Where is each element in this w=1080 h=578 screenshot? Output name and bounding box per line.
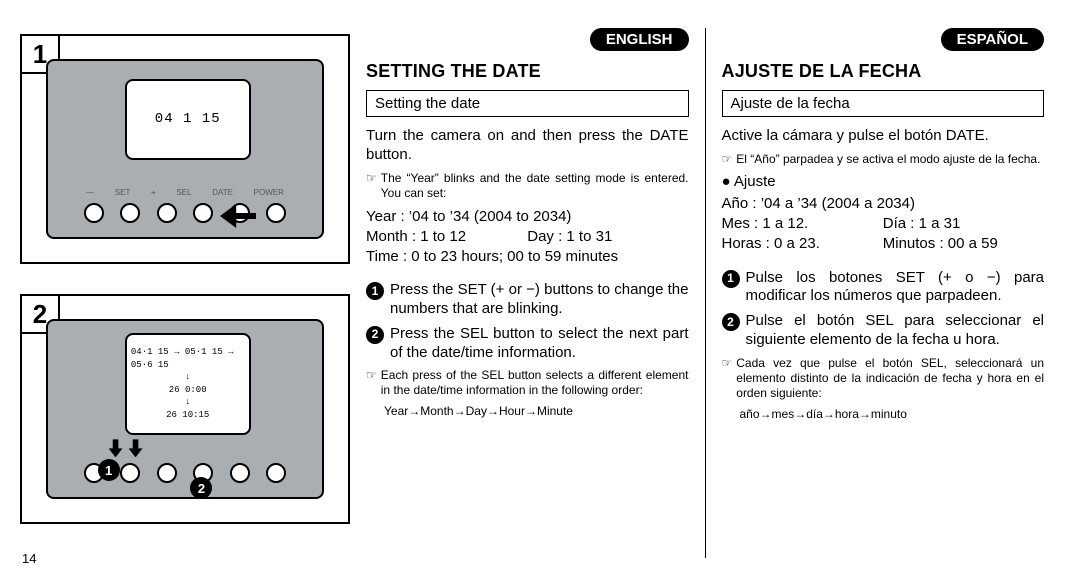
section-title: SETTING THE DATE: [366, 61, 689, 82]
step-2: 2 Pulse el botón SEL para seleccionar el…: [722, 312, 1045, 350]
note-body: Each press of the SEL button selects a d…: [381, 368, 689, 398]
note-mark-icon: ☞: [366, 368, 377, 398]
camera-button: [193, 203, 213, 223]
btn-label: —: [86, 188, 94, 197]
subtitle-box: Setting the date: [366, 90, 689, 117]
btn-label: POWER: [254, 188, 284, 197]
lcd-line: ↓: [185, 371, 190, 384]
subtitle-box: Ajuste de la fecha: [722, 90, 1045, 117]
note-text: ☞ Each press of the SEL button selects a…: [366, 368, 689, 398]
camera-button: [120, 463, 140, 483]
diagram-column: 1 04 1 15 — SET + SEL DATE POWER: [20, 28, 350, 558]
lcd-line: 26 0:00: [169, 384, 207, 397]
range-day: Day : 1 to 31: [527, 227, 688, 247]
step-2: 2 Press the SEL button to select the nex…: [366, 325, 689, 363]
step-1: 1 Pulse los botones SET (+ o −) para mod…: [722, 269, 1045, 307]
range-month: Month : 1 to 12: [366, 227, 527, 247]
camera-button: [120, 203, 140, 223]
note-body: Cada vez que pulse el botón SEL, selecci…: [736, 356, 1044, 401]
camera-back-illustration: 04 1 15 — SET + SEL DATE POWER: [46, 59, 323, 240]
diagram-panel-1: 1 04 1 15 — SET + SEL DATE POWER: [20, 34, 350, 264]
range-day: Día : 1 a 31: [883, 214, 1044, 234]
note-mark-icon: ☞: [722, 152, 733, 167]
section-title: AJUSTE DE LA FECHA: [722, 61, 1045, 82]
note-text: ☞ El “Año” parpadea y se activa el modo …: [722, 152, 1045, 167]
range-year: Año : ’04 a ’34 (2004 a 2034): [722, 194, 1045, 214]
note-body: The “Year” blinks and the date setting m…: [381, 171, 689, 201]
note-text: ☞ The “Year” blinks and the date setting…: [366, 171, 689, 201]
spanish-column: ESPAÑOL AJUSTE DE LA FECHA Ajuste de la …: [706, 28, 1061, 558]
lcd-line: 26 10:15: [166, 409, 209, 422]
callout-2: 2: [190, 477, 212, 499]
intro-text: Turn the camera on and then press the DA…: [366, 127, 689, 165]
camera-back-illustration: 04·1 15 → 05·1 15 → 05·6 15 ↓ 26 0:00 ↓ …: [46, 319, 323, 500]
step-text: Pulse los botones SET (+ o −) para modif…: [746, 269, 1045, 307]
down-arrow-icon: [129, 439, 143, 457]
camera-button: [157, 463, 177, 483]
lcd-display: 04 1 15: [125, 79, 251, 160]
camera-button: [157, 203, 177, 223]
page-number: 14: [22, 551, 36, 566]
camera-button: [84, 203, 104, 223]
range-year: Year : ’04 to ’34 (2004 to 2034): [366, 207, 689, 227]
step-1: 1 Press the SET (+ or −) buttons to chan…: [366, 281, 689, 319]
note-mark-icon: ☞: [366, 171, 377, 201]
manual-page: 1 04 1 15 — SET + SEL DATE POWER: [0, 0, 1080, 578]
lcd-line: ↓: [185, 396, 190, 409]
down-arrows: [109, 439, 143, 457]
range-month: Mes : 1 a 12.: [722, 214, 883, 234]
step-number-icon: 1: [366, 282, 384, 300]
step-text: Pulse el botón SEL para seleccionar el s…: [746, 312, 1045, 350]
range-hours: Horas : 0 a 23.: [722, 234, 883, 254]
step-text: Press the SET (+ or −) buttons to change…: [390, 281, 689, 319]
english-column: ENGLISH SETTING THE DATE Setting the dat…: [350, 28, 706, 558]
range-list: Año : ’04 a ’34 (2004 a 2034) Mes : 1 a …: [722, 194, 1045, 255]
step-number-icon: 2: [366, 326, 384, 344]
language-badge-english: ENGLISH: [590, 28, 689, 51]
callout-1: 1: [98, 459, 120, 481]
lcd-line: 04·1 15 → 05·1 15 → 05·6 15: [131, 346, 245, 371]
range-minutes: Minutos : 00 a 59: [883, 234, 1044, 254]
btn-label: DATE: [212, 188, 233, 197]
range-time: Time : 0 to 23 hours; 00 to 59 minutes: [366, 247, 689, 267]
btn-label: SEL: [176, 188, 191, 197]
camera-button: [266, 463, 286, 483]
camera-button: [230, 463, 250, 483]
btn-label: +: [151, 188, 156, 197]
note-body: El “Año” parpadea y se activa el modo aj…: [736, 152, 1040, 167]
step-number-icon: 2: [722, 313, 740, 331]
camera-button: [266, 203, 286, 223]
step-text: Press the SEL button to select the next …: [390, 325, 689, 363]
language-badge-spanish: ESPAÑOL: [941, 28, 1044, 51]
button-labels: — SET + SEL DATE POWER: [76, 188, 294, 197]
button-row: [76, 199, 294, 227]
step-number-icon: 1: [722, 270, 740, 288]
down-arrow-icon: [109, 439, 123, 457]
sequence-text: Year→Month→Day→Hour→Minute: [384, 404, 689, 418]
lcd-sequence: 04·1 15 → 05·1 15 → 05·6 15 ↓ 26 0:00 ↓ …: [125, 333, 251, 436]
bullet-heading: ● Ajuste: [722, 173, 1045, 190]
intro-text: Active la cámara y pulse el botón DATE.: [722, 127, 1045, 146]
note-mark-icon: ☞: [722, 356, 733, 401]
diagram-panel-2: 2 04·1 15 → 05·1 15 → 05·6 15 ↓ 26 0:00 …: [20, 294, 350, 524]
note-text: ☞ Cada vez que pulse el botón SEL, selec…: [722, 356, 1045, 401]
text-columns: ENGLISH SETTING THE DATE Setting the dat…: [350, 28, 1060, 558]
range-list: Year : ’04 to ’34 (2004 to 2034) Month :…: [366, 207, 689, 268]
sequence-text: año→mes→día→hora→minuto: [740, 407, 1045, 421]
btn-label: SET: [115, 188, 131, 197]
